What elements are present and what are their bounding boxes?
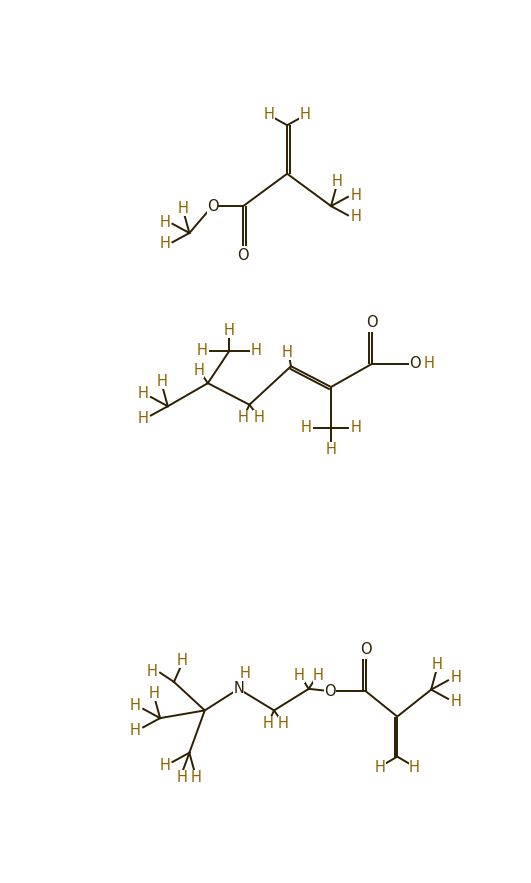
Text: H: H <box>326 442 337 457</box>
Text: H: H <box>130 698 141 713</box>
Text: H: H <box>350 188 361 203</box>
Text: H: H <box>176 653 187 668</box>
Text: H: H <box>159 237 170 252</box>
Text: H: H <box>375 760 386 775</box>
Text: H: H <box>224 322 235 337</box>
Text: H: H <box>313 668 323 683</box>
Text: H: H <box>238 410 249 425</box>
Text: H: H <box>409 760 419 775</box>
Text: H: H <box>178 200 189 215</box>
Text: O: O <box>409 357 421 372</box>
Text: H: H <box>197 343 208 358</box>
Text: H: H <box>278 716 289 731</box>
Text: H: H <box>253 410 264 425</box>
Text: H: H <box>251 343 262 358</box>
Text: O: O <box>237 248 249 263</box>
Text: H: H <box>159 215 170 230</box>
Text: N: N <box>233 682 244 697</box>
Text: H: H <box>138 411 149 426</box>
Text: O: O <box>324 683 336 698</box>
Text: H: H <box>262 716 273 731</box>
Text: H: H <box>159 758 170 773</box>
Text: O: O <box>207 199 218 214</box>
Text: H: H <box>332 174 342 189</box>
Text: H: H <box>350 209 361 224</box>
Text: H: H <box>423 357 434 372</box>
Text: H: H <box>149 686 159 701</box>
Text: O: O <box>366 315 378 330</box>
Text: H: H <box>450 670 461 685</box>
Text: H: H <box>239 666 250 681</box>
Text: H: H <box>156 374 167 389</box>
Text: H: H <box>264 107 275 122</box>
Text: H: H <box>432 658 443 673</box>
Text: H: H <box>193 363 204 378</box>
Text: H: H <box>294 668 305 683</box>
Text: H: H <box>450 694 461 709</box>
Text: H: H <box>176 770 187 785</box>
Text: H: H <box>191 770 202 785</box>
Text: H: H <box>138 387 149 402</box>
Text: H: H <box>300 420 311 435</box>
Text: H: H <box>299 107 310 122</box>
Text: H: H <box>351 420 362 435</box>
Text: H: H <box>147 664 158 679</box>
Text: H: H <box>282 345 293 360</box>
Text: H: H <box>130 723 141 738</box>
Text: O: O <box>360 642 372 657</box>
